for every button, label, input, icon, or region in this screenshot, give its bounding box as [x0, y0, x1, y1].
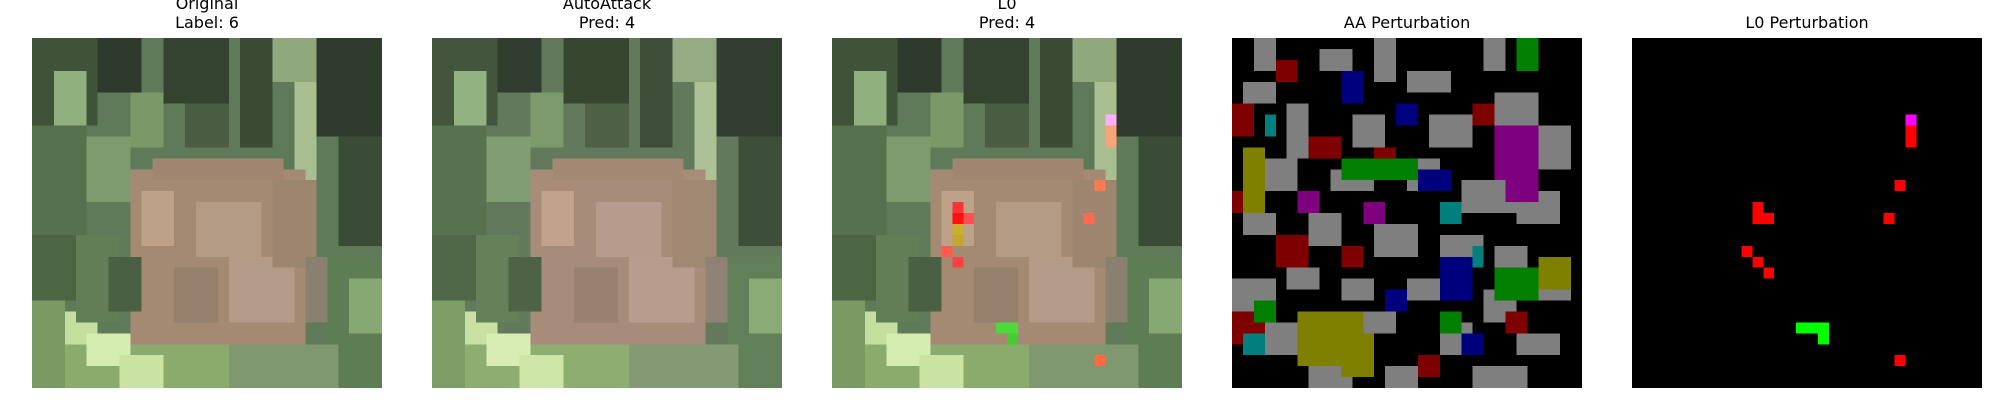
- title-autoattack-line1: AutoAttack: [562, 0, 652, 13]
- title-aa-perturbation: AA Perturbation: [1232, 13, 1582, 32]
- l0-image: [832, 38, 1182, 388]
- title-l0-line2: Pred: 4: [978, 13, 1036, 32]
- title-autoattack-line2: Pred: 4: [578, 13, 636, 32]
- title-l0-line1: L0: [997, 0, 1017, 13]
- title-original: Original Label: 6: [32, 0, 382, 32]
- panel-original: [32, 38, 382, 388]
- panel-l0-perturbation: [1632, 38, 1982, 388]
- title-autoattack: AutoAttack Pred: 4: [432, 0, 782, 32]
- title-l0: L0 Pred: 4: [832, 0, 1182, 32]
- title-l0-perturbation-line1: L0 Perturbation: [1745, 13, 1869, 32]
- title-aa-perturbation-line1: AA Perturbation: [1343, 13, 1471, 32]
- panel-autoattack: [432, 38, 782, 388]
- panel-aa-perturbation: [1232, 38, 1582, 388]
- autoattack-image: [432, 38, 782, 388]
- l0-perturbation-image: [1632, 38, 1982, 388]
- title-l0-perturbation: L0 Perturbation: [1632, 13, 1982, 32]
- title-original-line1: Original: [175, 0, 239, 13]
- original-image: [32, 38, 382, 388]
- aa-perturbation-image: [1232, 38, 1582, 388]
- title-original-line2: Label: 6: [175, 13, 239, 32]
- panel-l0: [832, 38, 1182, 388]
